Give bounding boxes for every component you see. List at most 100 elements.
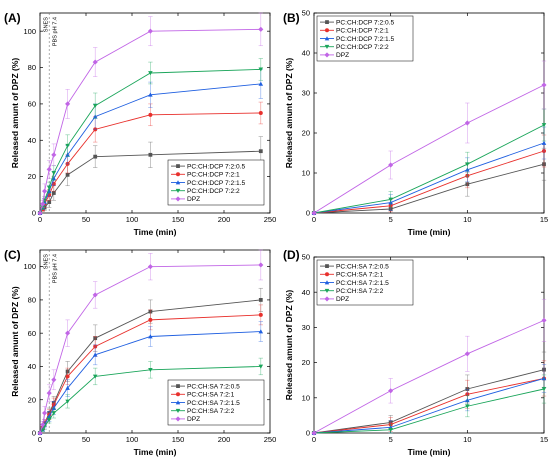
y-tick-label: 40 — [302, 49, 310, 58]
data-point — [51, 411, 57, 416]
panel-label: (D) — [283, 248, 300, 262]
chart-panel-c: (C) 0 50 100 150 200 250 0 20 40 60 80 100 Time (min)… — [4, 248, 276, 457]
data-point — [92, 374, 98, 379]
series-line — [313, 378, 545, 434]
series-line — [313, 150, 545, 214]
x-tick-label: 5 — [389, 435, 393, 444]
series-3 — [311, 126, 547, 215]
data-point — [92, 292, 98, 298]
legend-swatch-marker — [325, 28, 329, 33]
legend-entry: PC:CH:SA 7:2:1.5 — [336, 280, 389, 287]
x-tick-label: 250 — [264, 435, 277, 444]
data-point — [258, 298, 263, 302]
x-tick-label: 15 — [540, 435, 548, 444]
series-line — [313, 388, 545, 434]
y-tick-label: 20 — [302, 129, 310, 138]
legend-entry: PC:CH:DCP 7:2:1 — [187, 172, 240, 179]
y-tick-label: 40 — [28, 136, 36, 145]
legend-swatch-marker — [324, 280, 330, 285]
data-point — [258, 67, 264, 72]
x-tick-label: 100 — [126, 435, 139, 444]
data-point — [40, 422, 46, 428]
legend-entry: PC:CH:SA 7:2:1 — [187, 392, 235, 399]
data-point — [388, 428, 393, 433]
legend-swatch-marker — [175, 196, 181, 202]
x-axis-label: Time (min) — [408, 227, 451, 237]
y-tick-label: 0 — [32, 209, 36, 218]
data-point — [258, 26, 264, 32]
plot-frame — [39, 12, 271, 214]
y-tick-label: 30 — [302, 323, 310, 332]
y-tick-label: 0 — [306, 209, 310, 218]
legend: PC:CH:SA 7:2:0.5PC:CH:SA 7:2:1PC:CH:SA 7… — [167, 379, 265, 426]
panel-label: (B) — [283, 11, 300, 25]
legend-swatch-marker — [325, 272, 329, 277]
data-point — [258, 81, 264, 86]
legend: PC:CH:SA 7:2:0.5PC:CH:SA 7:2:1PC:CH:SA 7… — [316, 259, 414, 306]
data-point — [148, 71, 153, 76]
legend-swatch-marker — [325, 264, 329, 268]
y-tick-label: 50 — [302, 253, 310, 262]
series-4 — [311, 108, 547, 216]
data-point — [46, 166, 52, 172]
y-tick-label: 0 — [306, 429, 310, 438]
data-point — [465, 404, 470, 409]
series-5 — [37, 12, 264, 216]
legend-entry: PC:CH:DCP 7:2:0.5 — [187, 163, 245, 170]
data-point — [311, 430, 317, 436]
data-point — [148, 367, 153, 373]
legend-entry: PC:CH:DCP 7:2:1.5 — [336, 36, 394, 43]
data-point — [148, 112, 153, 117]
data-point — [541, 140, 547, 145]
data-point — [65, 101, 71, 107]
data-point — [541, 387, 547, 392]
data-point — [388, 197, 393, 202]
panel-label: (C) — [4, 248, 21, 262]
y-tick-label: 80 — [28, 63, 36, 72]
y-tick-label: 100 — [23, 27, 36, 36]
y-tick-label: 50 — [302, 9, 310, 18]
data-point — [65, 172, 70, 177]
series-line — [313, 124, 545, 214]
data-point — [148, 317, 153, 322]
data-point — [148, 334, 153, 339]
legend-swatch-marker — [175, 180, 181, 185]
legend-entry: PC:CH:SA 7:2:1 — [336, 272, 384, 279]
data-point — [51, 191, 56, 195]
data-point — [37, 430, 43, 436]
legend-swatch-marker — [175, 416, 181, 422]
data-point — [37, 210, 43, 216]
y-tick-label: 20 — [302, 358, 310, 367]
series-1 — [38, 136, 263, 215]
legend-entry: PC:CH:SA 7:2:2 — [336, 288, 384, 295]
data-point — [65, 143, 70, 149]
data-point — [46, 390, 52, 396]
y-axis-label: Released amunt of DPZ (%) — [284, 290, 294, 401]
x-tick-label: 10 — [463, 435, 471, 444]
x-tick-label: 200 — [218, 435, 231, 444]
legend-entry: DPZ — [336, 296, 349, 303]
data-point — [47, 200, 52, 204]
x-tick-label: 0 — [38, 215, 42, 224]
x-tick-label: 5 — [389, 215, 393, 224]
y-tick-label: 30 — [302, 89, 310, 98]
plot-frame — [39, 249, 271, 434]
data-point — [46, 185, 52, 190]
data-point — [258, 149, 263, 154]
legend-swatch-marker — [324, 52, 330, 58]
data-point — [51, 377, 57, 383]
legend-entry: DPZ — [336, 52, 349, 59]
y-tick-label: 20 — [28, 395, 36, 404]
y-tick-label: 0 — [32, 429, 36, 438]
data-point — [51, 171, 57, 176]
data-point — [147, 264, 153, 270]
legend-swatch-marker — [324, 288, 330, 293]
series-5 — [311, 60, 547, 216]
legend-swatch-marker — [324, 36, 330, 41]
data-point — [65, 385, 70, 390]
data-point — [388, 388, 394, 394]
x-tick-label: 50 — [82, 215, 90, 224]
data-point — [465, 162, 470, 167]
data-point — [51, 152, 57, 158]
x-axis-label: Time (min) — [134, 227, 177, 237]
